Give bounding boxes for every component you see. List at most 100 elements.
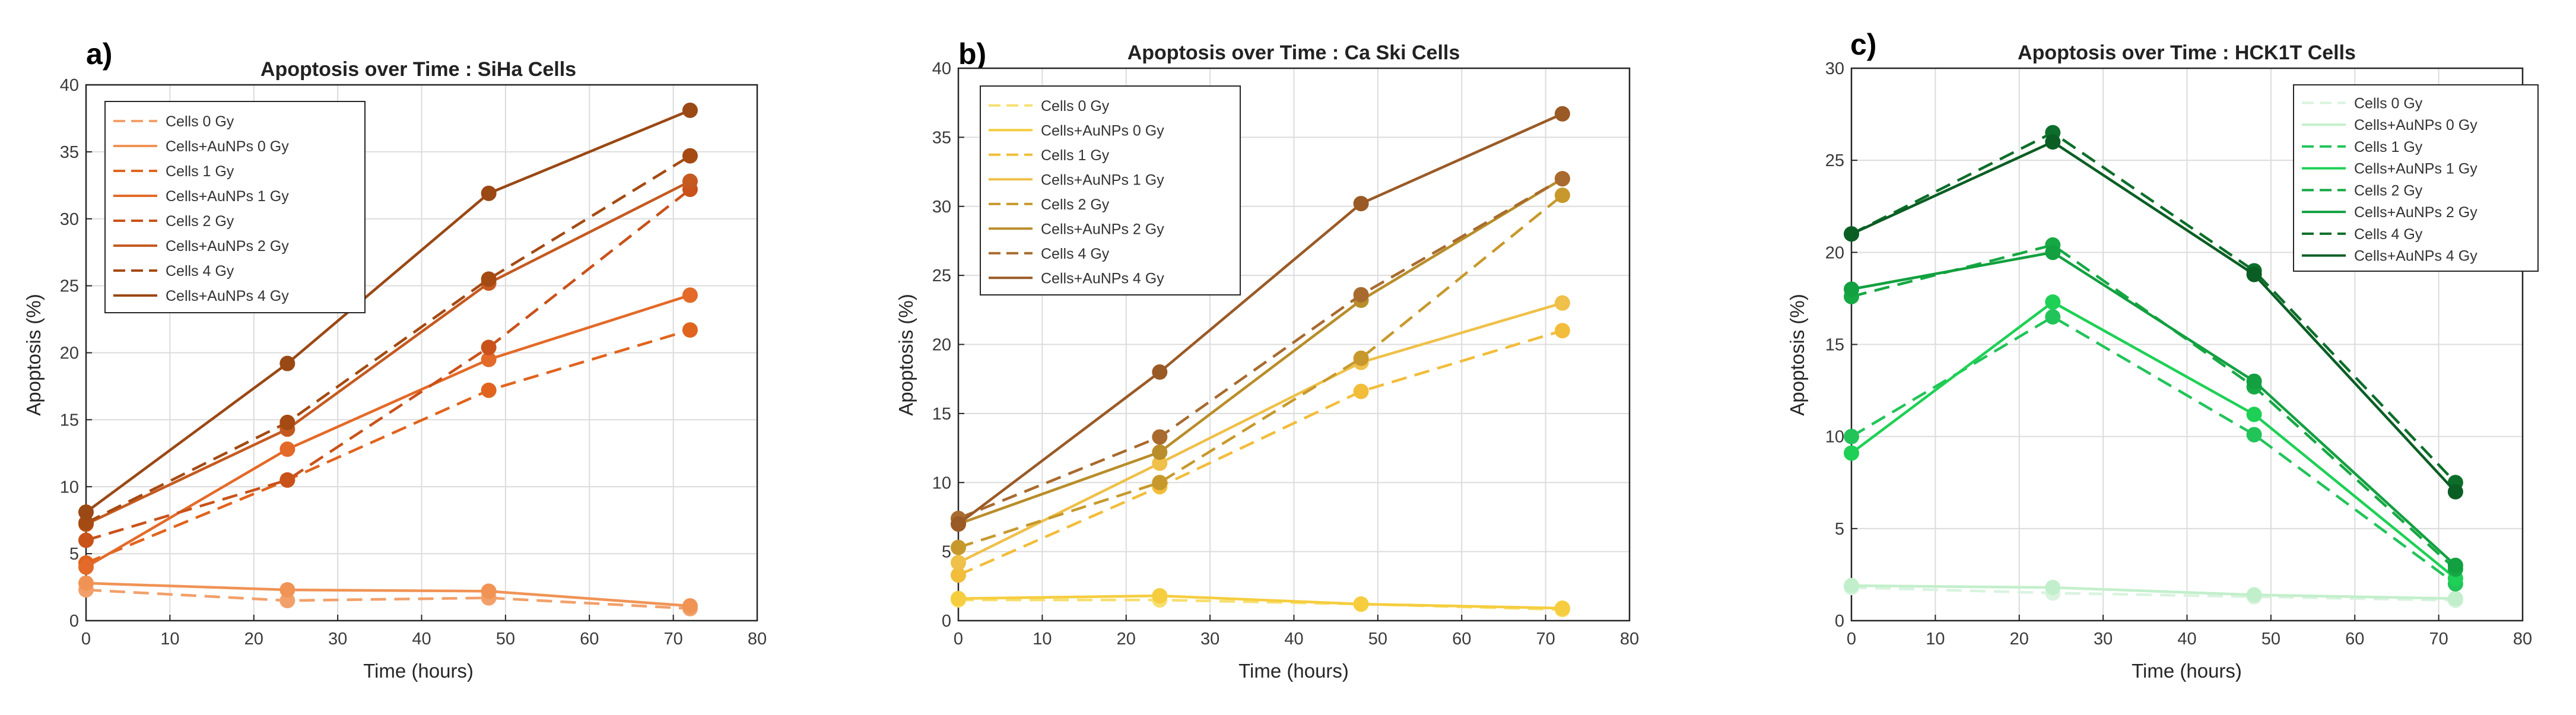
y-tick-label: 35	[60, 143, 79, 162]
series-8	[1844, 134, 2463, 500]
legend-label: Cells+AuNPs 2 Gy	[2354, 204, 2477, 221]
data-point	[2246, 427, 2262, 443]
series-line	[85, 328, 691, 565]
legend-box	[2293, 84, 2539, 272]
data-point	[682, 173, 698, 189]
legend-label: Cells 0 Gy	[2354, 95, 2423, 112]
x-tick-label: 10	[1926, 630, 1945, 649]
chart-title: Apoptosis over Time : Ca Ski Cells	[1127, 42, 1460, 64]
x-tick-label: 30	[328, 630, 347, 649]
x-tick-label: 10	[160, 630, 179, 649]
x-tick-label: 40	[412, 630, 431, 649]
legend-item: Cells+AuNPs 0 Gy	[113, 138, 289, 155]
data-point	[2246, 266, 2262, 282]
legend-label: Cells 0 Gy	[1041, 98, 1110, 115]
y-tick-label: 40	[60, 76, 79, 95]
series-line	[958, 594, 1562, 610]
x-axis-label: Time (hours)	[2132, 660, 2242, 682]
legend-label: Cells 2 Gy	[1041, 196, 1110, 213]
data-point	[279, 593, 296, 609]
data-point	[78, 515, 94, 531]
data-point	[78, 559, 94, 575]
data-point	[481, 339, 497, 355]
series-line	[1851, 140, 2457, 493]
data-point	[1353, 196, 1369, 212]
legend-label: Cells 4 Gy	[166, 263, 234, 279]
legend-item: Cells 0 Gy	[989, 98, 1110, 115]
x-tick-label: 80	[1620, 630, 1639, 649]
y-axis-label: Apoptosis (%)	[23, 294, 45, 415]
x-tick-label: 70	[663, 630, 682, 649]
x-tick-label: 30	[1200, 630, 1219, 649]
data-point	[481, 351, 497, 367]
data-point	[951, 590, 966, 606]
y-tick-label: 30	[932, 198, 951, 217]
series-line	[85, 588, 691, 610]
x-tick-label: 0	[81, 630, 91, 649]
legend-label: Cells+AuNPs 4 Gy	[2354, 248, 2477, 265]
data-point	[1152, 475, 1168, 491]
x-tick-label: 50	[496, 630, 515, 649]
legend-label: Cells+AuNPs 2 Gy	[1041, 221, 1164, 237]
data-point	[1844, 226, 1859, 242]
data-point	[1353, 596, 1369, 612]
data-point	[1152, 455, 1168, 471]
series-line	[958, 329, 1563, 577]
legend-label: Cells+AuNPs 1 Gy	[2354, 161, 2477, 177]
y-tick-label: 0	[942, 612, 951, 631]
data-point	[951, 567, 966, 583]
y-tick-label: 25	[60, 277, 79, 296]
data-point	[2246, 587, 2262, 603]
legend-item: Cells+AuNPs 0 Gy	[989, 122, 1164, 139]
y-tick-label: 0	[1835, 612, 1844, 631]
data-point	[1152, 364, 1168, 380]
x-tick-label: 0	[954, 630, 963, 649]
data-point	[1152, 444, 1168, 460]
data-point	[1353, 350, 1369, 366]
series-7	[78, 148, 698, 531]
y-tick-label: 25	[1825, 151, 1844, 170]
series-line	[85, 180, 691, 526]
legend-label: Cells+AuNPs 0 Gy	[2354, 117, 2477, 134]
y-tick-label: 5	[69, 545, 79, 564]
legend-item: Cells+AuNPs 2 Gy	[2302, 204, 2477, 221]
data-point	[481, 382, 497, 398]
series-2	[951, 588, 1570, 617]
legend-box	[980, 85, 1241, 295]
legend-item: Cells 4 Gy	[113, 263, 234, 279]
y-tick-label: 10	[1825, 428, 1844, 447]
series-line	[958, 177, 1564, 520]
data-point	[1844, 445, 1859, 461]
series-2	[1844, 578, 2463, 606]
data-point	[951, 539, 966, 555]
legend-label: Cells 4 Gy	[1041, 246, 1110, 262]
data-point	[279, 582, 296, 598]
x-tick-label: 30	[2094, 630, 2113, 649]
series-8	[78, 102, 698, 520]
legend: Cells 0 Gy Cells+AuNPs 0 Gy Cells 1 Gy Cell…	[980, 85, 1241, 295]
chart-panel-caski: b) Apoptosis over Time : Ca Ski Cells Ti…	[895, 37, 1639, 682]
data-point	[279, 355, 296, 371]
legend-item: Cells 0 Gy	[113, 113, 234, 130]
chart-panel-siha: a) Apoptosis over Time : SiHa Cells Time…	[23, 37, 767, 682]
y-axis-label: Apoptosis (%)	[895, 294, 917, 415]
x-tick-label: 60	[2345, 630, 2364, 649]
y-tick-label: 5	[1835, 520, 1844, 539]
x-tick-label: 50	[1368, 630, 1387, 649]
data-point	[78, 532, 94, 548]
data-point	[1844, 578, 1859, 594]
data-point	[2045, 580, 2061, 596]
y-tick-label: 40	[932, 59, 951, 78]
legend-label: Cells 1 Gy	[2354, 139, 2423, 155]
data-point	[279, 472, 296, 488]
legend-item: Cells 4 Gy	[989, 246, 1110, 262]
data-point	[2447, 484, 2463, 500]
legend-item: Cells+AuNPs 2 Gy	[989, 221, 1164, 237]
legend-label: Cells+AuNPs 4 Gy	[166, 288, 289, 304]
data-point	[682, 322, 698, 338]
series-line	[958, 301, 1563, 564]
legend-item: Cells+AuNPs 4 Gy	[113, 288, 289, 304]
data-point	[2246, 406, 2262, 422]
data-point	[2045, 309, 2061, 325]
